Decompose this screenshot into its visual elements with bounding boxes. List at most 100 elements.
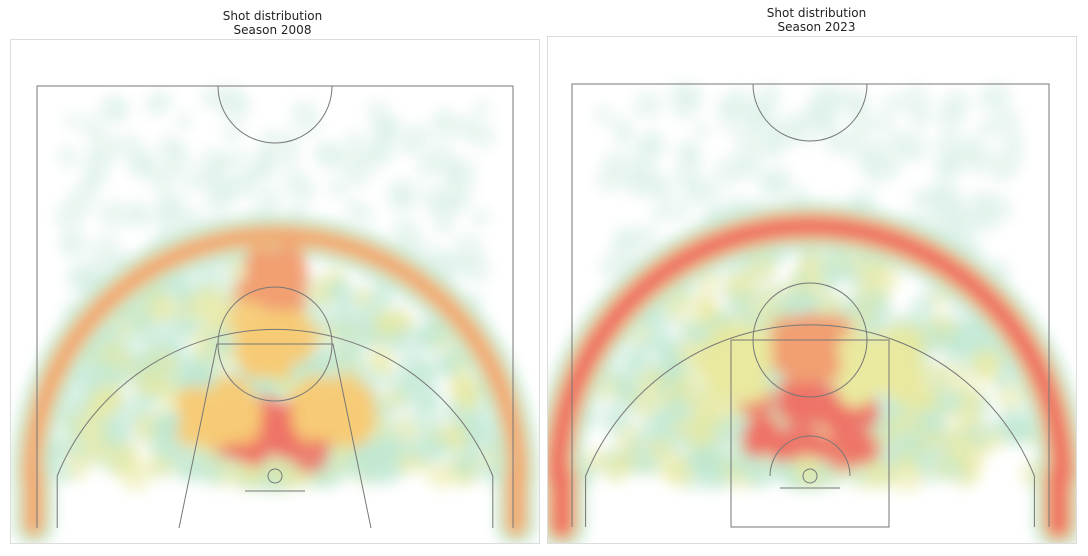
density-blob xyxy=(370,351,396,376)
density-blob xyxy=(788,185,810,207)
density-blob xyxy=(882,92,904,115)
density-blob xyxy=(1002,407,1033,437)
density-blob xyxy=(56,145,80,169)
density-blob xyxy=(816,291,843,318)
density-blob xyxy=(791,120,818,146)
density-blob xyxy=(810,102,830,122)
density-blob xyxy=(868,260,900,293)
density-blob xyxy=(250,152,279,181)
density-blob xyxy=(953,401,980,428)
chart-subtitle-line: Season 2023 xyxy=(777,20,856,34)
density-blob xyxy=(130,314,162,346)
density-blob xyxy=(641,366,665,390)
density-blob xyxy=(972,358,1000,386)
density-blob xyxy=(694,295,714,315)
density-blob xyxy=(98,199,131,231)
density-blob xyxy=(280,151,299,171)
density-blob xyxy=(210,183,238,211)
density-blob xyxy=(638,452,662,477)
density-blob xyxy=(218,154,236,172)
density-blob xyxy=(630,388,661,419)
density-blob xyxy=(389,184,417,212)
density-blob xyxy=(696,178,722,204)
density-blob xyxy=(427,462,455,489)
density-blob xyxy=(748,98,777,127)
three-point-line xyxy=(56,328,494,528)
density-blob xyxy=(954,146,980,172)
density-blob xyxy=(739,453,758,472)
density-blob xyxy=(217,347,237,367)
density-blob xyxy=(936,101,966,131)
density-blob xyxy=(783,287,815,319)
density-blob xyxy=(884,159,902,177)
density-blob xyxy=(593,105,613,125)
density-blob xyxy=(163,149,191,177)
density-blob xyxy=(984,429,1005,450)
density-blob xyxy=(230,172,250,192)
density-blob xyxy=(463,254,492,283)
density-blob xyxy=(901,85,932,115)
density-blob xyxy=(733,128,766,161)
density-blob xyxy=(929,205,955,231)
density-blob xyxy=(222,91,252,121)
density-blob xyxy=(99,416,132,449)
density-blob xyxy=(686,445,716,475)
density-blob xyxy=(387,438,409,460)
density-blob xyxy=(156,353,179,376)
density-blob xyxy=(422,386,443,406)
density-blob xyxy=(848,464,870,486)
key-trapezoid xyxy=(178,343,372,529)
density-blob xyxy=(471,207,491,227)
density-blob xyxy=(344,198,365,219)
band-blob xyxy=(26,520,41,534)
chart-title: Shot distribution Season 2023 xyxy=(545,6,1088,34)
density-blob xyxy=(890,458,924,493)
hotspot-blob xyxy=(828,419,853,444)
density-blob xyxy=(104,445,137,477)
shot-heatmap xyxy=(11,83,539,543)
density-blob xyxy=(953,439,985,471)
density-blob xyxy=(820,252,852,283)
density-blob xyxy=(460,437,485,462)
density-blob xyxy=(713,156,744,187)
chart-title: Shot distribution Season 2008 xyxy=(0,9,545,37)
density-blob xyxy=(190,451,220,481)
density-blob xyxy=(373,309,401,338)
density-blob xyxy=(157,189,182,213)
density-blob xyxy=(416,321,446,351)
density-blob xyxy=(709,417,738,447)
density-blob xyxy=(303,118,321,136)
band-blob xyxy=(509,520,524,534)
hotspot-blob xyxy=(889,376,915,403)
density-blob xyxy=(458,394,479,415)
density-blob xyxy=(994,144,1025,175)
density-blob xyxy=(63,112,81,129)
hotspot-blob xyxy=(742,351,770,378)
density-blob xyxy=(622,348,643,370)
density-blob xyxy=(400,137,418,156)
density-blob xyxy=(669,199,691,221)
hotspot-blob xyxy=(777,325,811,359)
hotspot-blob xyxy=(265,263,301,298)
density-blob xyxy=(244,464,263,483)
court-lines xyxy=(36,85,514,529)
density-blob xyxy=(685,423,711,450)
free-throw-circle xyxy=(217,286,333,402)
density-blob xyxy=(426,194,457,225)
hotspot-blob xyxy=(174,390,198,414)
density-blob xyxy=(898,133,929,164)
density-blob xyxy=(459,410,489,440)
density-blob xyxy=(720,94,742,116)
hotspot-blob xyxy=(291,436,328,473)
density-blob xyxy=(633,89,664,120)
court-boundary xyxy=(36,85,514,528)
density-blob xyxy=(977,87,999,109)
density-blob xyxy=(328,278,348,299)
density-blob xyxy=(451,157,477,183)
density-blob xyxy=(874,112,895,133)
density-blob xyxy=(195,344,215,364)
hotspot-blob xyxy=(742,431,770,458)
density-blob xyxy=(417,432,450,465)
restricted-arc xyxy=(769,435,851,477)
density-blob xyxy=(375,282,395,301)
